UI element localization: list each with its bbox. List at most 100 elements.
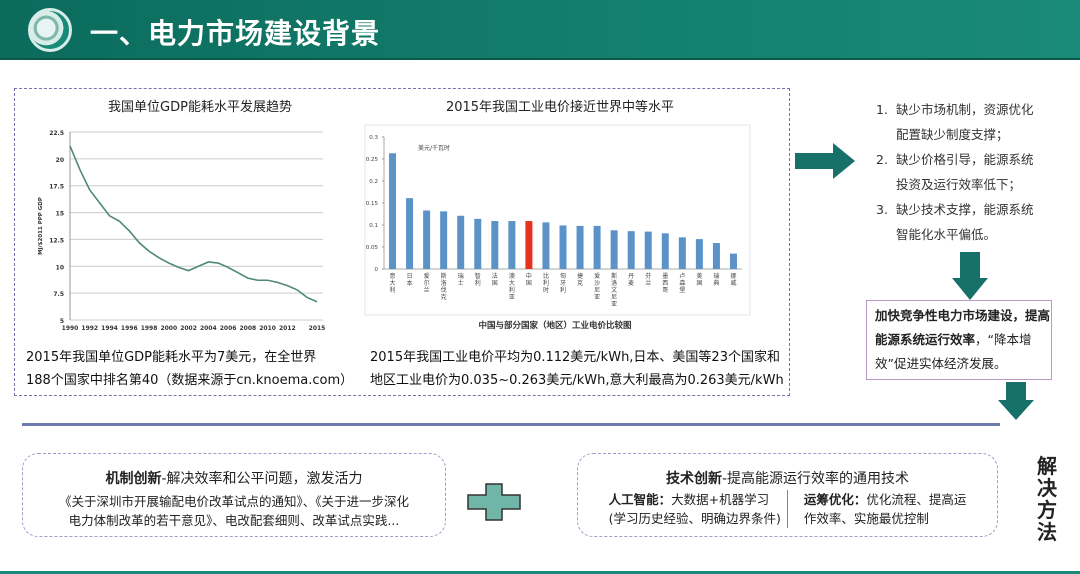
bar-10 [559,225,567,269]
x-tick-label: 丹麦 [628,273,634,287]
bar-14 [627,231,635,269]
y-tick-label: 22.5 [49,130,64,137]
x-tick-label: 比利时 [543,272,549,294]
down-arrow-icon [952,252,988,300]
x-tick-label: 爱沙尼亚 [594,272,600,301]
solution-label: 解决方法 [1037,454,1057,544]
x-tick-label: 2000 [160,325,177,332]
bar-chart-note: 2015年我国工业电价平均为0.112美元/kWh,日本、美国等23个国家和 地… [370,346,789,392]
bar-12 [593,225,601,269]
x-tick-label: 芬兰 [645,272,651,287]
y-tick-label: 10 [56,264,64,271]
x-tick-label: 2004 [200,325,217,332]
problem-list: 1. 缺少市场机制，资源优化 配置缺少制度支撑； 2. 缺少价格引导，能源系统 投资及运… [876,97,1034,247]
x-tick-label: 2006 [220,325,237,332]
bar-19 [712,243,720,269]
x-tick-label: 美国 [696,272,702,287]
bar-11 [576,225,584,269]
x-tick-label: 瑞士 [458,272,464,287]
x-tick-label: 中国 [526,272,532,287]
or-section: 运筹优化：优化流程、提高运 作效率、实施最优控制 [803,492,967,526]
note-line: 地区工业电价为0.035~0.263美元/kWh,意大利最高为0.263美元/k… [370,373,784,388]
x-tick-label: 斯洛文尼亚 [611,272,617,308]
y-tick-label: 5 [60,318,64,325]
bar-13 [610,230,618,269]
x-tick-label: 墨西哥 [662,273,668,294]
x-tick-label: 瑞典 [713,272,719,287]
bar-20 [729,253,737,269]
energy-intensity-line [69,145,318,303]
x-tick-label: 2008 [239,325,256,332]
note-line: 188个国家中排名第40（数据来源于cn.knoema.com） [26,373,354,388]
x-tick-label: 捷克 [577,272,583,287]
x-tick-label: 1994 [101,325,118,332]
y-tick-label: 0.1 [369,223,378,229]
x-tick-label: 澳大利亚 [509,272,515,301]
x-tick-label: 挪威 [730,272,736,287]
x-tick-label: 匈牙利 [560,272,566,294]
x-tick-label: 1996 [121,325,138,332]
x-tick-label: 日本 [407,273,413,287]
y-axis-label: MJ/$2011 PPP GDP [38,197,44,255]
problem-item: 1. 缺少市场机制，资源优化 配置缺少制度支撑； [876,102,1034,142]
y-tick-label: 20 [56,157,64,164]
bar-5 [474,218,482,269]
background-panel [14,88,790,396]
energy-intensity-line-chart: 5 7.5 10 12.5 15 17.5 20 22.5 1990 1992 1994 1996 19… [38,130,326,332]
bar-2 [423,210,431,269]
bar-chart-title: 2015年我国工业电价接近世界中等水平 [445,100,675,115]
plus-icon [467,483,521,521]
y-tick-label: 0.25 [366,157,379,163]
company-logo [28,8,72,52]
y-tick-label: 15 [56,211,64,218]
bar-17 [678,237,686,269]
bar-18 [695,239,703,269]
bar-6 [491,221,499,269]
bar-7 [508,221,516,269]
unit-label: 美元/千瓦时 [418,144,450,152]
problem-item: 2. 缺少价格引导，能源系统 投资及运行效率低下； [876,152,1034,192]
y-tick-label: 7.5 [53,291,64,298]
note-line: 2015年我国工业电价平均为0.112美元/kWh,日本、美国等23个国家和 [370,350,780,365]
x-tick-label: 斯洛伐克 [441,272,447,301]
x-tick-label: 意大利 [390,272,396,294]
x-tick-label: 1990 [62,325,79,332]
x-tick-label: 2002 [180,325,197,332]
problem-item: 3. 缺少技术支撑，能源系统 智能化水平偏低。 [876,202,1034,242]
right-arrow-icon [795,143,855,179]
x-tick-label: 卢森堡 [679,272,685,294]
divider [22,423,1000,426]
x-tick-label: 1992 [81,325,98,332]
bar-15 [644,231,652,269]
line-chart-title: 我国单位GDP能耗水平发展趋势 [108,100,292,115]
footer-bar [0,571,1080,574]
bar-8 [525,221,533,269]
bar-1 [406,198,414,269]
y-tick-label: 12.5 [49,237,64,244]
y-tick-label: 0.2 [369,179,378,185]
mechanism-innovation-box: 机制创新-解决效率和公平问题，激发活力 《关于深圳市开展输配电价改革试点的通知》… [22,453,446,537]
line-chart-note: 2015年我国单位GDP能耗水平为7美元，在全世界 188个国家中排名第40（数… [26,346,353,392]
x-tick-label: 2010 [259,325,276,332]
x-tick-label: 1998 [141,325,158,332]
x-tick-label: 爱尔兰 [424,272,430,294]
page-title: 一、电力市场建设背景 [90,17,381,50]
y-tick-label: 17.5 [49,184,64,191]
note-line: 2015年我国单位GDP能耗水平为7美元，在全世界 [26,350,317,365]
y-tick-label: 0 [375,267,379,273]
bar-chart-caption: 中国与部分国家（地区）工业电价比较图 [478,320,631,331]
x-tick-label: 2012 [279,325,296,332]
ai-section: 人工智能：大数据+机器学习 (学习历史经验、明确边界条件) [609,490,788,528]
y-tick-label: 0.05 [366,245,379,251]
technology-innovation-box: 技术创新-提高能源运行效率的通用技术 人工智能：大数据+机器学习 (学习历史经验、… [577,453,998,537]
bar-16 [661,233,669,269]
bar-4 [457,215,465,269]
down-arrow-icon [998,382,1034,420]
header-bar [0,0,1080,60]
bar-3 [440,211,448,269]
y-tick-label: 0.15 [366,201,379,207]
x-tick-label: 法国 [492,272,498,287]
x-tick-label: 2015 [309,325,326,332]
bar-0 [389,153,397,269]
